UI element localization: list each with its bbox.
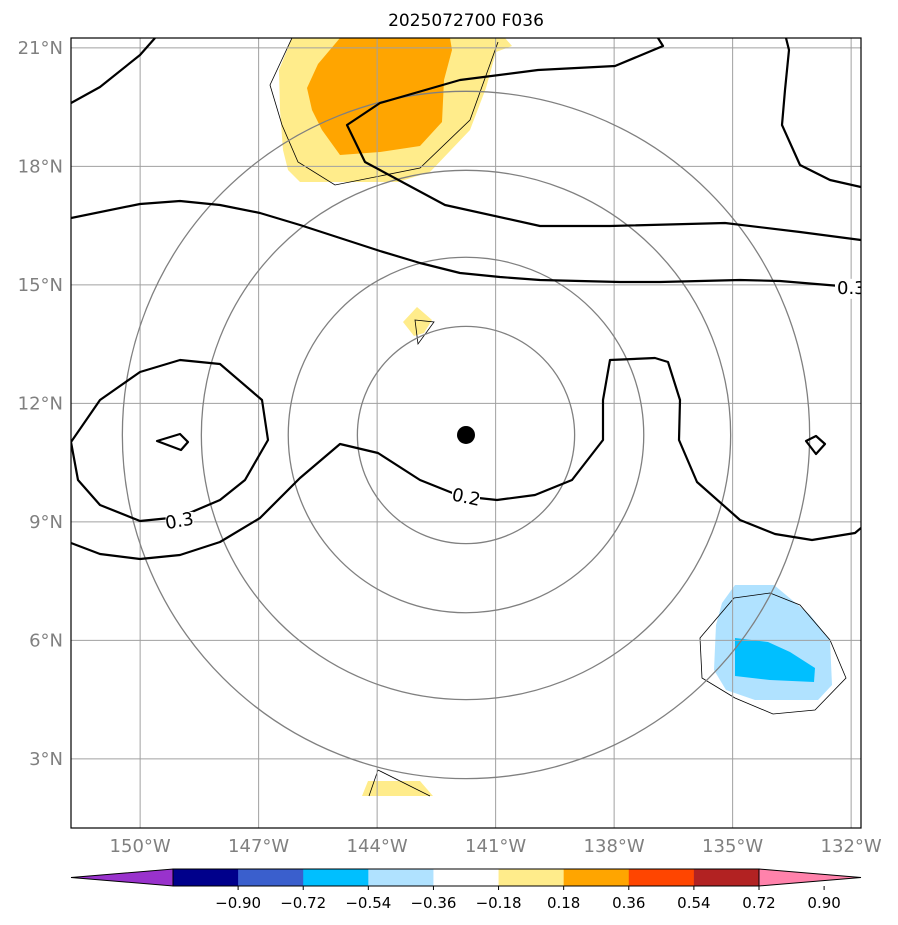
longitude-tick-label: 144°W [347,836,408,857]
latitude-tick-label: 18°N [18,156,63,177]
colorbar-tick-label: 0.72 [742,894,775,912]
colorbar-tick-label: 0.54 [677,894,710,912]
range-ring [287,256,645,614]
colorbar-tick-label: 0.18 [547,894,580,912]
contour-outline-south [368,769,431,797]
longitude-tick-label: 138°W [584,836,645,857]
colorbar-extend-low [70,868,174,887]
range-rings [121,90,811,780]
contour-line-middle [71,356,861,561]
colorbar: −0.90 −0.72 −0.54 −0.36 −0.18 0.18 0.36 0.54 0.7… [70,868,862,912]
negative-anomaly-strong [735,638,815,682]
contour-label-background [165,511,194,532]
range-ring [200,169,732,701]
colorbar-segment [563,869,630,886]
map-title: 2025072700 F036 [388,11,544,31]
contour-labels: 0.30.20.3 [164,278,866,535]
range-ring [356,325,576,545]
latitude-tick-label: 15°N [18,275,63,296]
latitude-tick-labels: 3°N 6°N 9°N 12°N 15°N 18°N 21°N [18,38,63,770]
contour-line-north-arc [345,38,861,242]
colorbar-segment [368,869,434,886]
contour-value-label: 0.3 [164,509,196,535]
contour-value-label: 0.3 [837,278,866,299]
longitude-tick-label: 147°W [228,836,289,857]
contour-label-background [835,278,861,299]
colorbar-tick-label: 0.90 [807,894,840,912]
colorbar-frame [172,868,760,887]
range-ring [121,90,811,780]
contour-label-background [452,488,480,509]
colorbar-segment [693,869,760,886]
colorbar-segment [628,869,695,886]
contour-outline-north [269,38,499,186]
colorbar-segment [433,869,500,886]
negative-anomaly-light [714,585,832,700]
contour-outline-small [414,319,435,346]
colorbar-segment [238,869,304,886]
colorbar-segment [173,869,239,886]
contour-line-upper [71,199,841,288]
colorbar-tick-label: −0.54 [345,894,391,912]
positive-anomaly-orange [307,38,452,155]
colorbar-tick-label: −0.72 [280,894,326,912]
latitude-tick-label: 6°N [29,630,63,651]
contour-line-east-closed [804,434,827,456]
latitude-tick-label: 3°N [29,749,63,770]
positive-anomaly-south [362,781,433,796]
latitude-tick-label: 12°N [18,393,63,414]
colorbar-segment [498,869,565,886]
longitude-tick-label: 150°W [110,836,171,857]
colorbar-tick-label: −0.90 [215,894,261,912]
contour-line-nw [71,38,156,104]
latitude-tick-label: 9°N [29,512,63,533]
colorbar-tick-label: 0.36 [612,894,645,912]
latitude-tick-label: 21°N [18,38,63,59]
shaded-field [269,38,847,797]
colorbar-tick-label: −0.36 [410,894,456,912]
longitude-tick-label: 135°W [702,836,763,857]
contour-lines [71,38,861,561]
longitude-tick-label: 132°W [821,836,882,857]
positive-anomaly-small [403,307,432,336]
colorbar-segment [303,869,369,886]
colorbar-tick-label: −0.18 [476,894,522,912]
contour-outline-negative [699,592,847,715]
contour-line-west-closed [155,432,190,452]
longitude-tick-labels: 150°W 147°W 144°W 141°W 138°W 135°W 132°W [110,836,882,857]
colorbar-extend-high [758,868,862,887]
contour-line-ne [780,38,861,189]
longitude-tick-label: 141°W [465,836,526,857]
plot-frame [70,37,862,829]
storm-center-marker [457,425,475,444]
contour-line-west-loop [71,358,270,523]
